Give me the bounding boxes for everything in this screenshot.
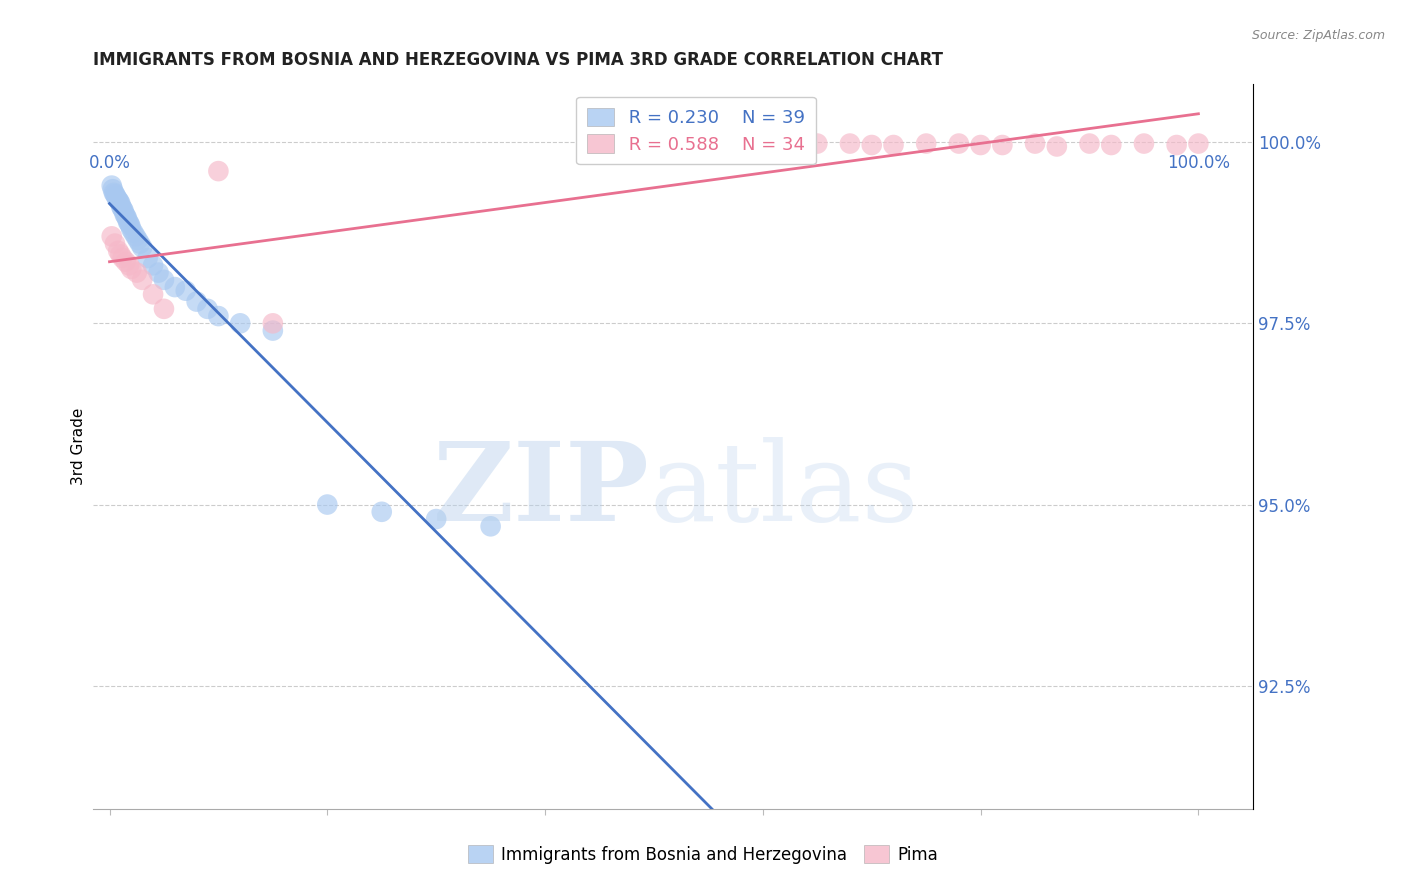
Point <box>148 266 170 280</box>
Point <box>107 244 129 258</box>
Legend:  R = 0.230    N = 39,  R = 0.588    N = 34: R = 0.230 N = 39, R = 0.588 N = 34 <box>576 96 815 164</box>
Point <box>120 262 142 277</box>
Point <box>153 301 176 316</box>
Point <box>104 236 127 251</box>
Point <box>752 136 775 151</box>
Point <box>1024 136 1046 151</box>
Point <box>111 251 134 265</box>
Point <box>104 187 127 202</box>
Point <box>114 208 136 222</box>
Point <box>124 229 146 244</box>
Point <box>186 294 208 309</box>
Point <box>115 211 138 226</box>
Point <box>991 138 1014 153</box>
Point <box>105 189 128 203</box>
Point <box>163 280 186 294</box>
Point <box>118 216 141 230</box>
Point <box>115 209 138 223</box>
Point <box>153 273 176 287</box>
Point <box>118 258 141 272</box>
Point <box>107 193 129 207</box>
Point <box>136 251 159 265</box>
Point <box>112 204 135 219</box>
Point <box>697 136 720 151</box>
Point <box>1133 136 1156 151</box>
Point <box>643 136 665 151</box>
Point <box>142 287 165 301</box>
Point <box>730 138 752 153</box>
Point <box>131 273 153 287</box>
Point <box>142 258 165 272</box>
Y-axis label: 3rd Grade: 3rd Grade <box>72 408 86 485</box>
Point <box>969 138 991 153</box>
Point <box>117 215 139 229</box>
Point <box>479 519 502 533</box>
Point <box>425 512 447 526</box>
Point <box>882 138 904 153</box>
Point <box>101 182 124 196</box>
Point <box>948 136 970 151</box>
Point <box>105 192 128 206</box>
Point <box>371 505 394 519</box>
Point <box>915 136 938 151</box>
Point <box>103 186 125 200</box>
Point <box>111 202 134 216</box>
Point <box>860 138 883 153</box>
Point <box>115 254 138 268</box>
Point <box>131 240 153 254</box>
Point <box>207 164 229 178</box>
Point <box>125 266 148 280</box>
Point <box>120 219 142 233</box>
Point <box>1078 136 1101 151</box>
Point <box>129 236 152 251</box>
Point <box>127 233 149 247</box>
Point <box>108 194 131 209</box>
Point <box>110 200 132 214</box>
Point <box>262 324 284 338</box>
Text: IMMIGRANTS FROM BOSNIA AND HERZEGOVINA VS PIMA 3RD GRADE CORRELATION CHART: IMMIGRANTS FROM BOSNIA AND HERZEGOVINA V… <box>93 51 943 69</box>
Text: 0.0%: 0.0% <box>89 153 131 172</box>
Point <box>1099 138 1122 153</box>
Point <box>229 316 252 330</box>
Point <box>100 229 122 244</box>
Text: atlas: atlas <box>650 436 920 543</box>
Point <box>262 316 284 330</box>
Point <box>110 196 132 211</box>
Point <box>806 136 828 151</box>
Point <box>207 309 229 323</box>
Point <box>100 178 122 193</box>
Point <box>120 222 142 236</box>
Point <box>1187 136 1209 151</box>
Point <box>174 284 197 298</box>
Point <box>1166 138 1188 153</box>
Point <box>122 226 145 240</box>
Legend: Immigrants from Bosnia and Herzegovina, Pima: Immigrants from Bosnia and Herzegovina, … <box>461 838 945 871</box>
Point <box>316 498 339 512</box>
Text: ZIP: ZIP <box>433 436 650 543</box>
Point <box>197 301 219 316</box>
Point <box>1046 139 1069 153</box>
Point <box>773 138 796 153</box>
Point <box>839 136 862 151</box>
Point <box>110 247 132 261</box>
Text: Source: ZipAtlas.com: Source: ZipAtlas.com <box>1251 29 1385 42</box>
Text: 100.0%: 100.0% <box>1167 153 1230 172</box>
